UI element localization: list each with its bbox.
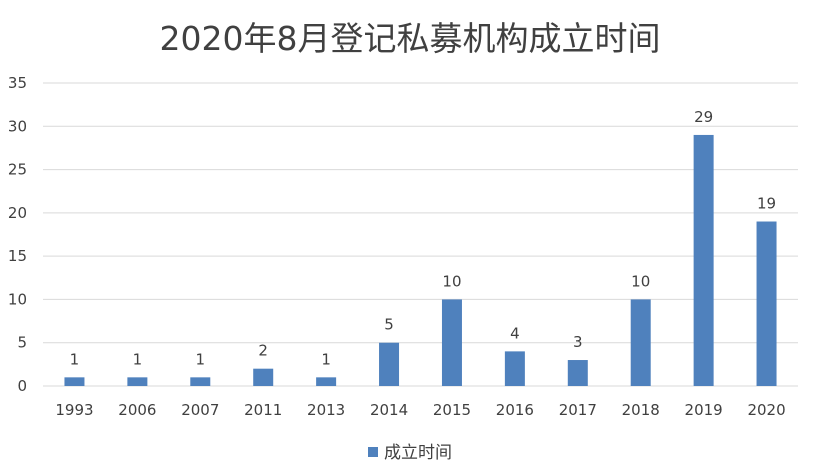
data-label: 10: [442, 272, 461, 290]
bar-2018: [630, 299, 651, 386]
y-tick-label: 20: [8, 204, 27, 222]
data-label: 3: [573, 333, 583, 351]
x-tick-label: 2019: [685, 401, 723, 419]
y-axis-ticks: 0 5 10 15 20 25 30 35: [8, 74, 27, 395]
y-tick-label: 5: [17, 334, 27, 352]
x-tick-label: 2018: [622, 401, 660, 419]
legend-swatch: [368, 447, 378, 457]
bar-2016: [504, 351, 525, 386]
x-axis-ticks: 1993 2006 2007 2011 2013 2014 2015 2016 2017 2018…: [55, 401, 785, 419]
data-label: 19: [757, 195, 776, 213]
bar-2019: [693, 134, 714, 386]
data-labels: 1 1 1 2 1 5 10 4 3 10 29 19: [70, 108, 776, 368]
data-label: 2: [258, 342, 268, 360]
data-label: 29: [694, 108, 713, 126]
bar-1993: [64, 377, 85, 386]
data-label: 1: [70, 350, 80, 368]
gridlines: [43, 82, 798, 387]
legend-label: 成立时间: [384, 443, 452, 463]
y-tick-label: 35: [8, 74, 27, 92]
bars: [64, 134, 777, 386]
x-tick-label: 2014: [370, 401, 408, 419]
data-label: 4: [510, 324, 520, 342]
x-tick-label: 2017: [559, 401, 597, 419]
legend: 成立时间: [0, 438, 820, 463]
bar-2011: [253, 368, 274, 386]
bar-2020: [756, 221, 777, 386]
bar-2006: [127, 377, 148, 386]
chart-title: 2020年8月登记私募机构成立时间: [159, 19, 661, 58]
data-label: 1: [133, 350, 143, 368]
x-tick-label: 2007: [181, 401, 219, 419]
x-tick-label: 2020: [747, 401, 785, 419]
x-tick-label: 2011: [244, 401, 282, 419]
y-tick-label: 0: [17, 377, 27, 395]
bar-2007: [190, 377, 211, 386]
data-label: 1: [196, 350, 206, 368]
y-tick-label: 10: [8, 290, 27, 308]
data-label: 1: [321, 350, 331, 368]
bar-2015: [441, 299, 462, 386]
y-tick-label: 15: [8, 247, 27, 265]
x-tick-label: 2016: [496, 401, 534, 419]
y-tick-label: 30: [8, 117, 27, 135]
x-tick-label: 2013: [307, 401, 345, 419]
data-label: 5: [384, 316, 394, 334]
bar-2014: [379, 342, 400, 386]
x-tick-label: 1993: [55, 401, 93, 419]
x-tick-label: 2006: [118, 401, 156, 419]
bar-2017: [567, 360, 588, 386]
x-tick-label: 2015: [433, 401, 471, 419]
y-tick-label: 25: [8, 161, 27, 179]
bar-2013: [316, 377, 337, 386]
data-label: 10: [631, 272, 650, 290]
